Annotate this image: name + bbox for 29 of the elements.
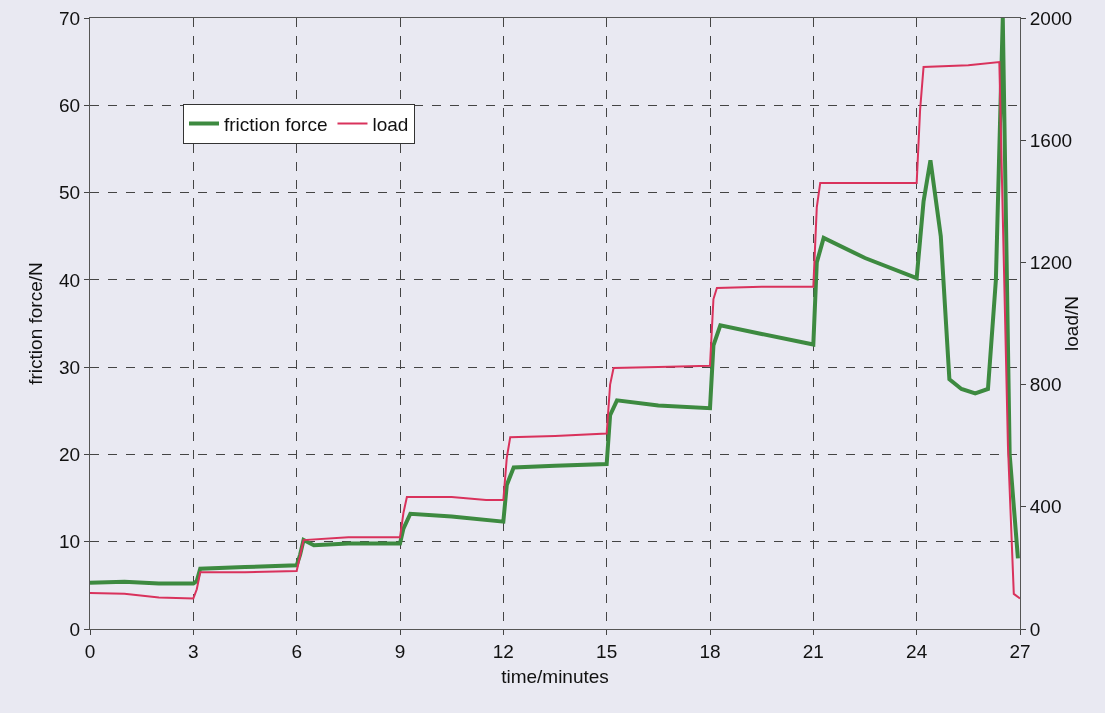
y2-tick-label: 0 [1029,618,1041,640]
x-tick-label: 0 [84,640,96,662]
x-tick-label: 18 [699,640,721,662]
y-tick-label: 20 [59,444,81,466]
x-tick-label: 21 [802,640,824,662]
legend-label: friction force [224,113,328,135]
x-tick-label: 24 [906,640,928,662]
x-tick-label: 15 [596,640,618,662]
y-tick-label: 10 [59,531,81,553]
y2-axis-title: load/N [1060,296,1082,351]
x-tick-label: 12 [492,640,514,662]
y2-tick-label: 1600 [1029,129,1073,151]
y-tick-label: 70 [59,7,81,29]
x-tick-label: 27 [1009,640,1031,662]
y-tick-label: 0 [69,618,81,640]
x-tick-label: 3 [188,640,199,662]
y-axis-title: friction force/N [25,262,46,385]
legend-label: load [372,113,409,135]
x-tick-label: 6 [291,640,302,662]
y-tick-label: 40 [59,269,81,291]
y2-tick-label: 1200 [1029,252,1073,274]
y2-tick-label: 400 [1029,496,1062,518]
x-axis-title: time/minutes [501,665,609,687]
y2-tick-label: 2000 [1029,7,1073,29]
x-tick-label: 9 [394,640,406,662]
y-tick-label: 60 [59,94,81,116]
y2-tick-label: 800 [1029,374,1062,396]
y-tick-label: 50 [59,182,81,204]
y-tick-label: 30 [59,356,81,378]
